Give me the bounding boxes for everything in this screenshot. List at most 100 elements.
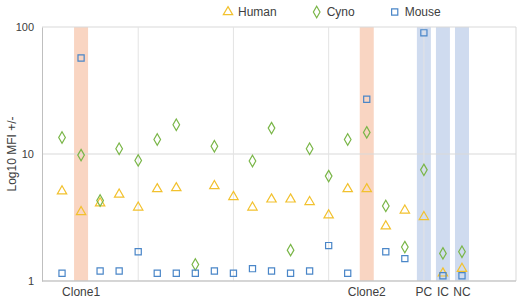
point — [249, 155, 256, 166]
series-human — [57, 181, 466, 276]
y-tick: 100 — [16, 21, 42, 33]
x-tick: Clone2 — [348, 285, 386, 299]
point — [419, 211, 428, 219]
x-tick: PC — [416, 285, 433, 299]
legend-marker — [223, 7, 232, 15]
point — [153, 184, 162, 192]
point — [173, 119, 180, 130]
point — [134, 202, 143, 210]
point — [324, 210, 333, 218]
y-axis: 1 10 100 — [16, 21, 43, 287]
point — [59, 270, 65, 276]
legend-item: Human — [223, 5, 276, 19]
point — [229, 191, 238, 199]
point — [402, 241, 409, 252]
point — [268, 268, 274, 274]
point — [305, 196, 314, 204]
legend-marker — [313, 6, 320, 17]
point — [344, 134, 351, 145]
point — [248, 202, 257, 210]
point — [78, 149, 85, 160]
point — [286, 194, 295, 202]
y-tick-label: 10 — [22, 148, 34, 160]
legend-item: Mouse — [392, 5, 441, 19]
x-tick-label: PC — [416, 285, 433, 299]
point — [400, 205, 409, 213]
point — [57, 186, 66, 194]
point — [421, 164, 428, 175]
x-tick-label: NC — [453, 285, 471, 299]
point — [287, 244, 294, 255]
x-tick-label: Clone2 — [348, 285, 386, 299]
x-tick-label: Clone1 — [62, 285, 100, 299]
y-tick-label: 1 — [28, 275, 34, 287]
point — [459, 246, 466, 257]
point — [135, 249, 141, 255]
point — [402, 256, 408, 262]
point — [362, 184, 371, 192]
point — [306, 143, 313, 154]
point — [97, 268, 103, 274]
x-tick: NC — [453, 285, 471, 299]
point — [364, 96, 370, 102]
legend-label: Cyno — [327, 5, 355, 19]
chart: 1 10 100 Clone1 Clone2 PC IC NC Log10 MFI +/- Hum… — [0, 0, 526, 299]
legend-label: Mouse — [405, 5, 441, 19]
y-tick: 10 — [22, 148, 42, 160]
grid-line — [423, 27, 424, 281]
point — [173, 270, 179, 276]
point — [440, 248, 447, 259]
point — [114, 189, 123, 197]
point — [192, 270, 198, 276]
x-tick: Clone1 — [62, 285, 100, 299]
point — [421, 30, 427, 36]
legend-label: Human — [238, 5, 277, 19]
plot-frame — [516, 27, 517, 281]
point — [192, 259, 199, 270]
x-tick-label: IC — [437, 285, 449, 299]
point — [230, 270, 236, 276]
y-axis-title: Log10 MFI +/- — [5, 116, 19, 191]
point — [172, 183, 181, 191]
grid-line — [42, 281, 516, 282]
y-tick: 1 — [28, 275, 42, 287]
grid — [42, 27, 516, 281]
point — [383, 249, 389, 255]
point — [249, 266, 255, 272]
point — [154, 134, 161, 145]
point — [325, 170, 332, 181]
point — [381, 221, 390, 229]
point — [343, 184, 352, 192]
x-tick: IC — [437, 285, 449, 299]
point — [76, 206, 85, 214]
y-axis-line — [42, 28, 43, 282]
point — [95, 198, 104, 206]
point — [268, 122, 275, 133]
point — [363, 127, 370, 138]
point — [267, 194, 276, 202]
point — [211, 141, 218, 152]
legend: Human Cyno Mouse — [223, 5, 441, 19]
x-axis: Clone1 Clone2 PC IC NC — [42, 281, 516, 299]
grid-line — [42, 154, 516, 155]
point — [326, 243, 332, 249]
series-cyno — [59, 119, 466, 270]
point — [59, 132, 66, 143]
point — [154, 270, 160, 276]
point — [210, 181, 219, 189]
grid-line — [42, 27, 516, 28]
point — [440, 273, 446, 279]
point — [116, 143, 123, 154]
point — [457, 263, 466, 271]
point — [97, 195, 104, 206]
y-tick-label: 100 — [16, 21, 34, 33]
point — [345, 270, 351, 276]
point — [211, 268, 217, 274]
point — [307, 268, 313, 274]
point — [287, 270, 293, 276]
x-axis-line — [42, 281, 516, 282]
legend-marker — [392, 9, 398, 15]
points — [57, 30, 466, 279]
point — [459, 273, 465, 279]
point — [78, 55, 84, 61]
